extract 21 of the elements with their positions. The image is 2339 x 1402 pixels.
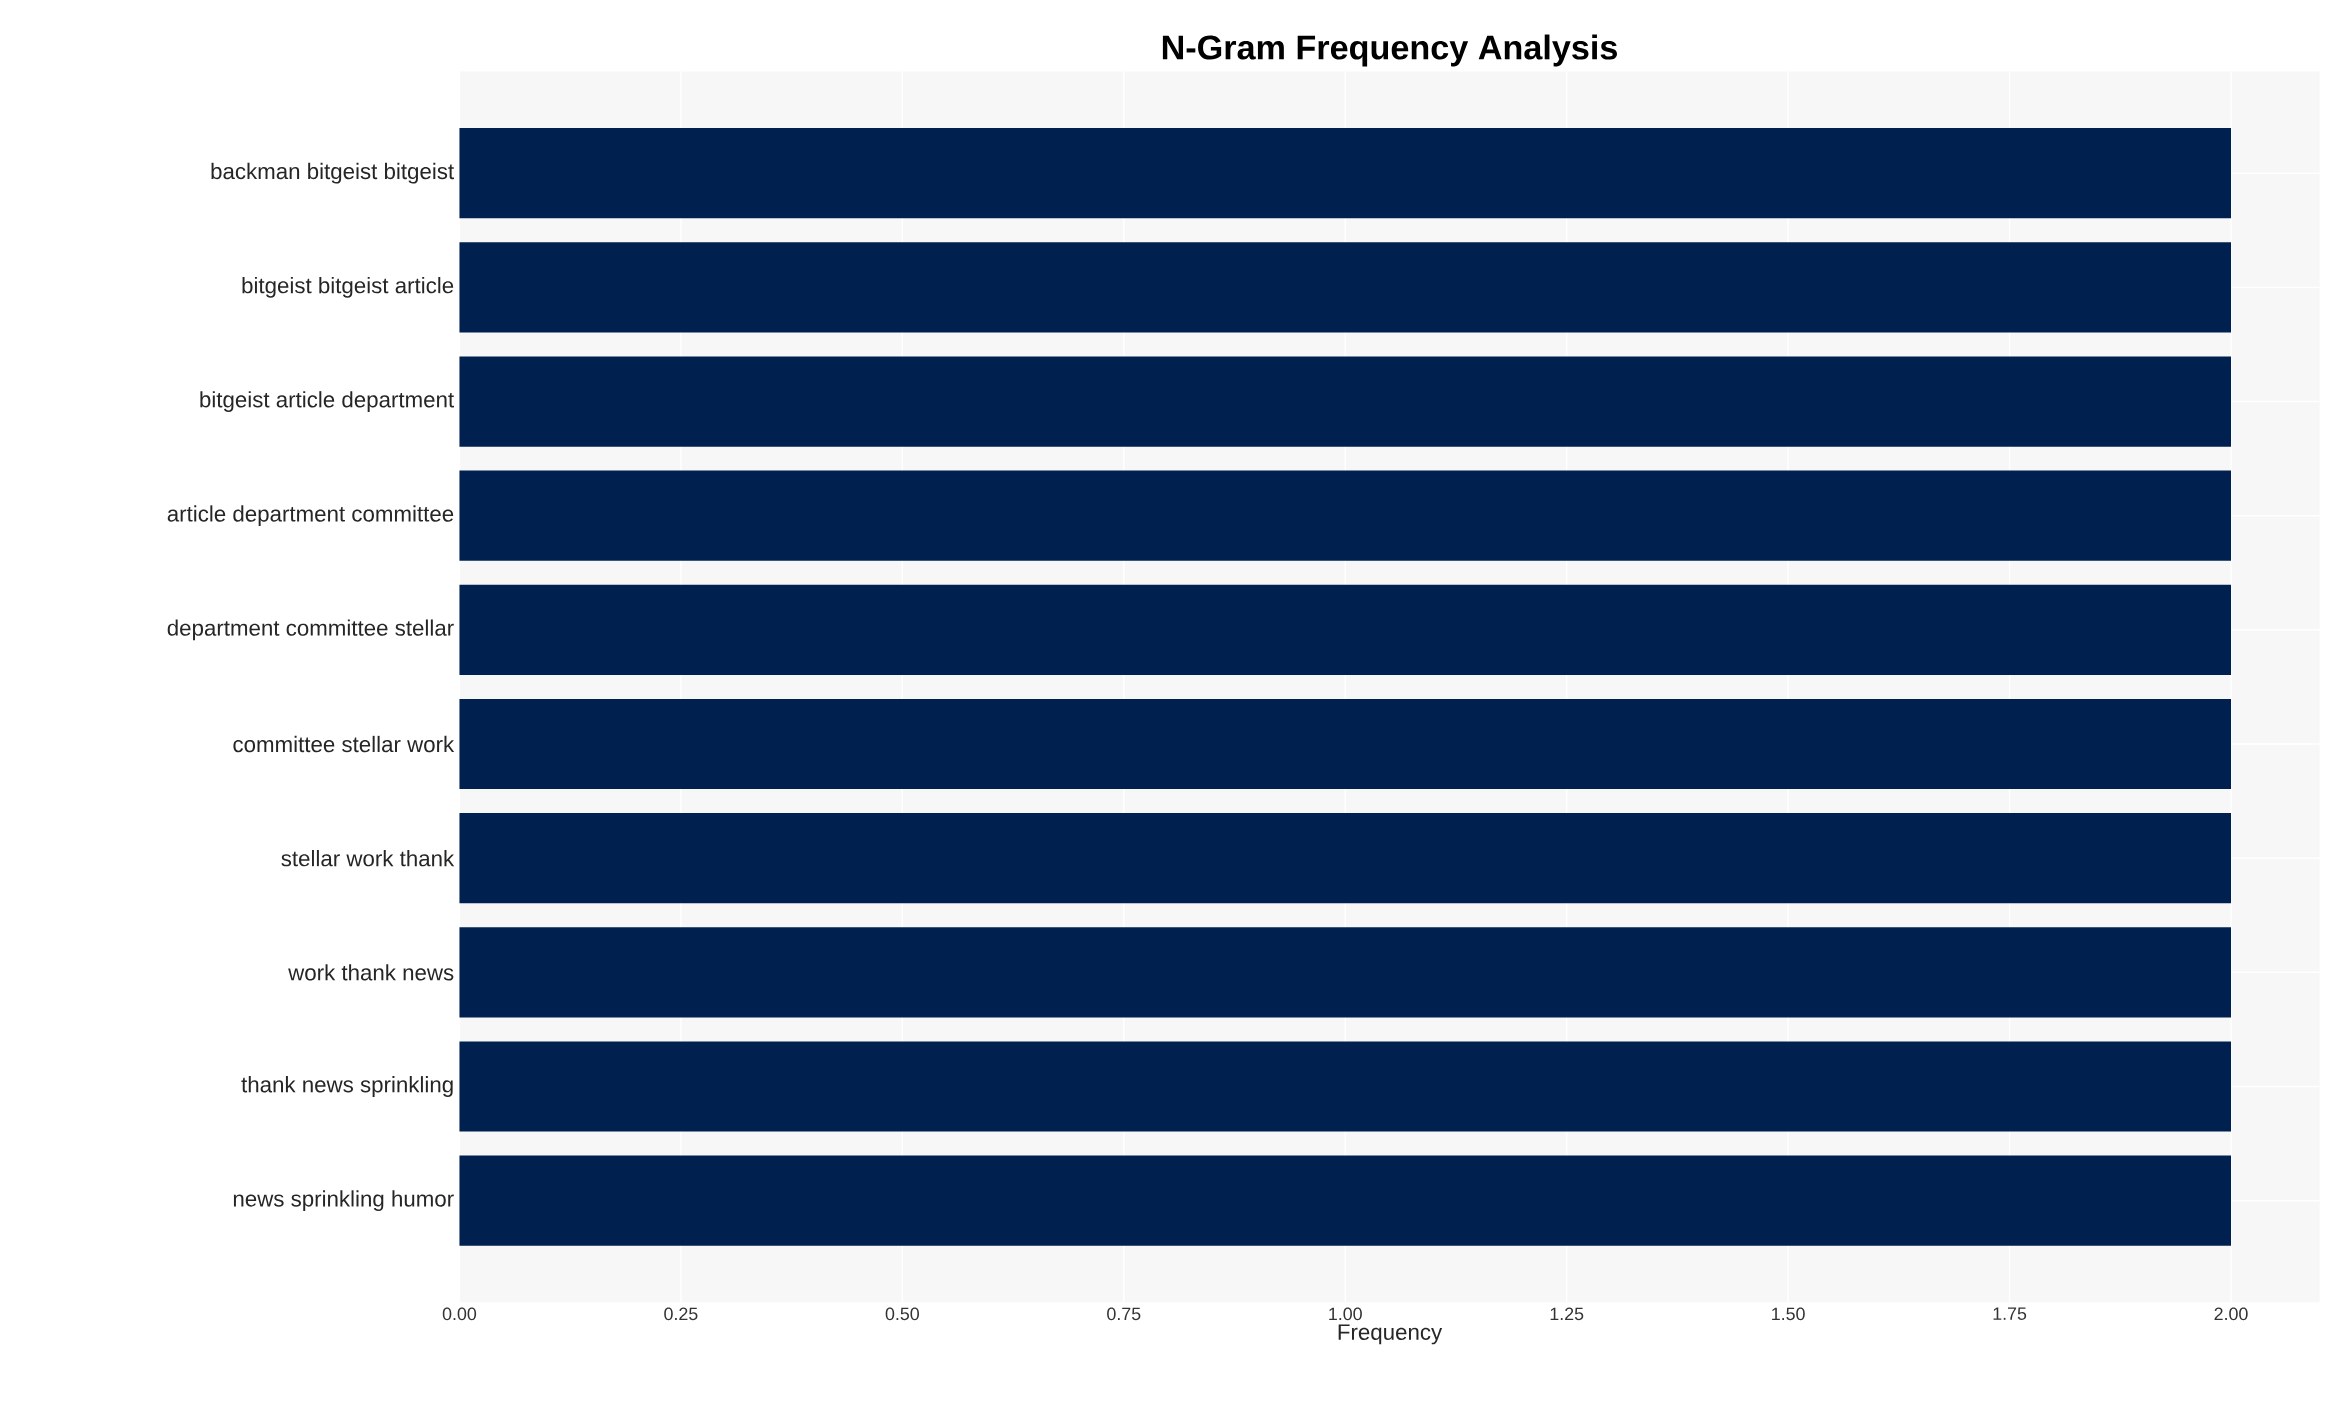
- x-tick-label: 0.75: [1107, 1307, 1141, 1321]
- chart-title: N-Gram Frequency Analysis: [1162, 34, 1617, 67]
- x-tick-label: 0.50: [885, 1307, 919, 1321]
- x-tick-label: 1.25: [1550, 1307, 1584, 1321]
- y-tick-label: committee stellar work: [233, 735, 455, 753]
- x-tick-label: 1.75: [1993, 1307, 2027, 1320]
- x-axis-title: Frequency: [1338, 1324, 1443, 1345]
- y-tick-label: bitgeist article department: [200, 391, 454, 412]
- y-tick-label: department committee stellar: [167, 619, 454, 641]
- y-tick-label: backman bitgeist bitgeist: [211, 162, 454, 184]
- x-tick-label: 2.00: [2214, 1307, 2248, 1321]
- x-tick-label: 0.00: [442, 1307, 477, 1321]
- y-tick-label: bitgeist bitgeist article: [242, 276, 454, 298]
- y-tick-label: thank news sprinkling: [241, 1076, 453, 1097]
- y-tick-label: news sprinkling humor: [233, 1190, 454, 1211]
- y-tick-label: stellar work thank: [281, 849, 455, 867]
- y-tick-label: work thank news: [288, 964, 454, 981]
- x-tick-label: 0.25: [664, 1307, 698, 1321]
- x-tick-label: 1.50: [1772, 1307, 1805, 1321]
- y-tick-label: article department committee: [167, 505, 454, 526]
- x-tick-label: 1.00: [1329, 1307, 1362, 1321]
